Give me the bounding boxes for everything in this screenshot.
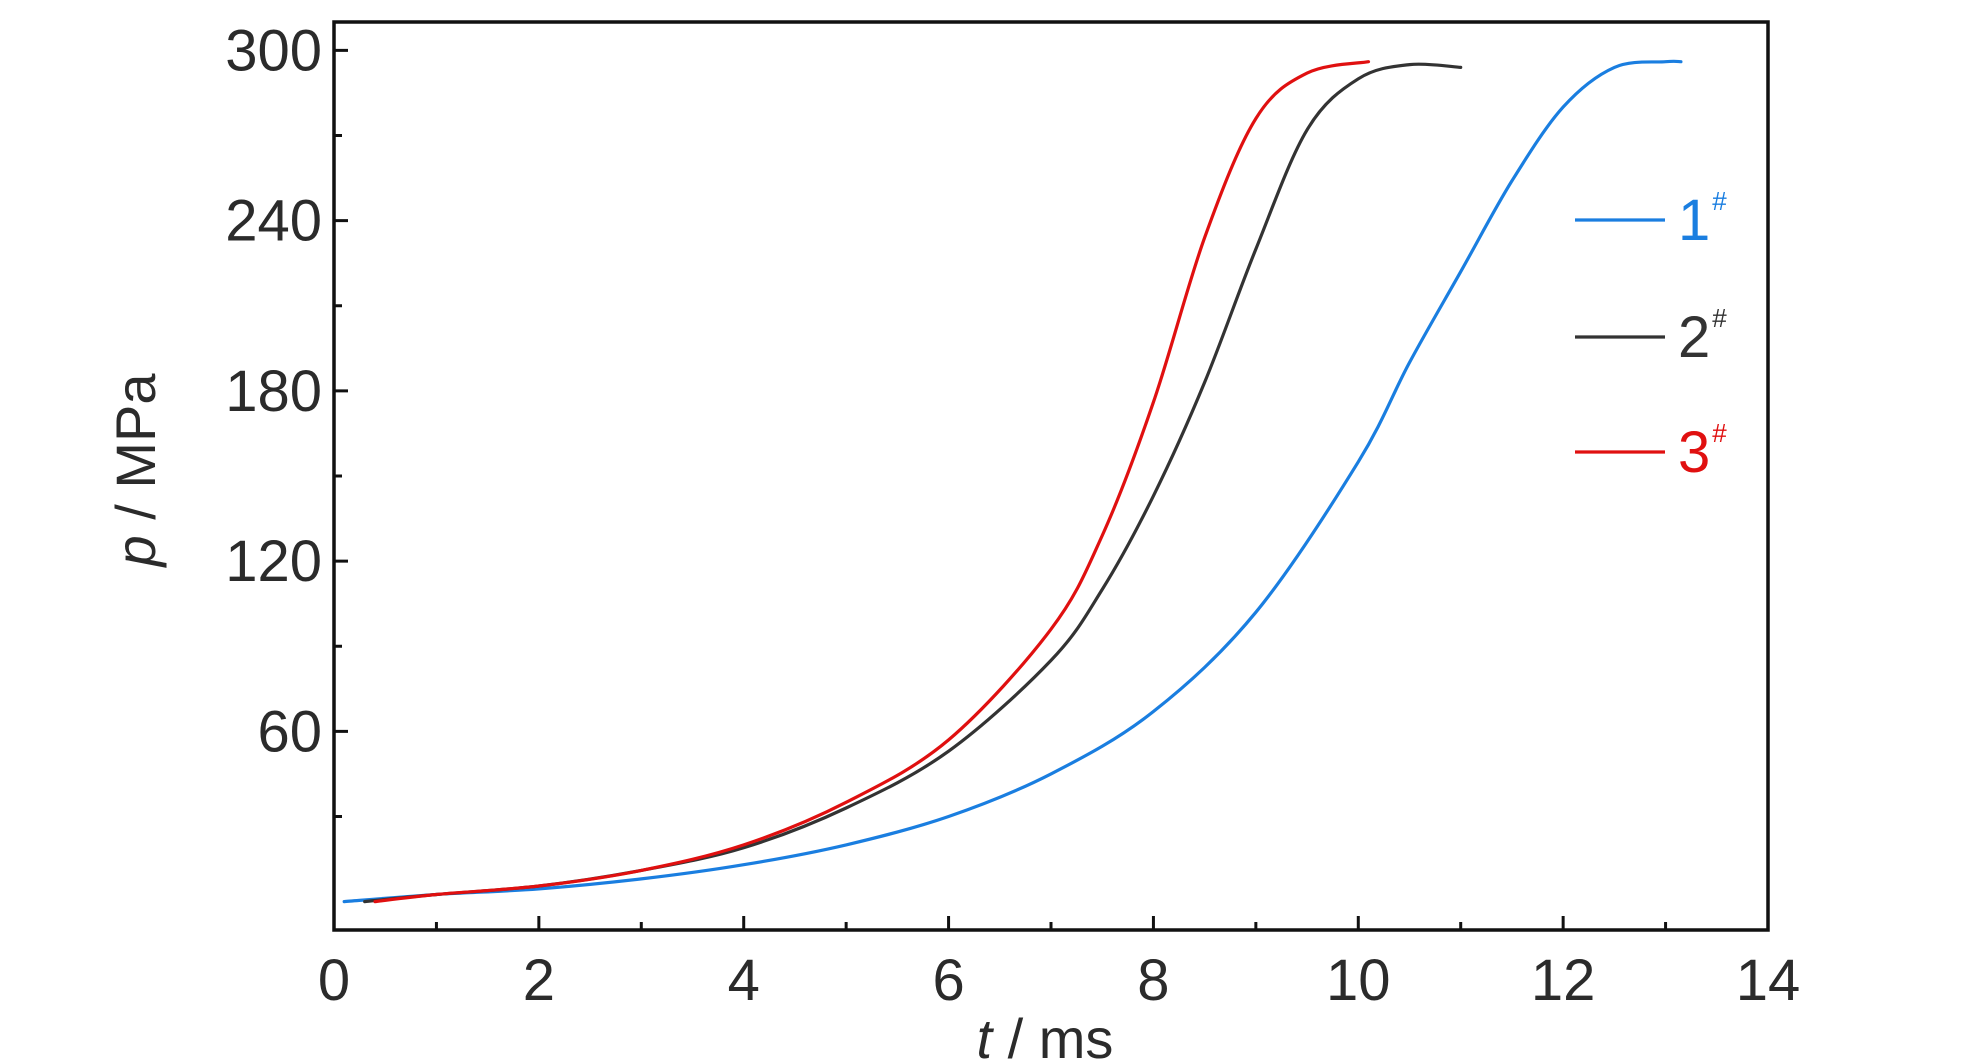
y-axis-title: p / MPa: [104, 373, 167, 569]
x-tick-label: 2: [523, 948, 555, 1013]
legend-label-2: 2#: [1678, 303, 1727, 370]
series-line-1: [342, 59, 1683, 904]
x-axis-title: t / ms: [977, 1007, 1114, 1063]
plot-frame: [332, 20, 1770, 932]
y-axis-unit: / MPa: [104, 373, 167, 536]
x-tick-label: 0: [318, 948, 350, 1013]
x-tick-label: 8: [1137, 948, 1169, 1013]
x-axis-variable: t: [977, 1007, 995, 1063]
series-line-3: [373, 60, 1371, 904]
legend-label-3: 3#: [1678, 418, 1727, 485]
y-tick-label: 240: [225, 189, 322, 254]
x-tick-label: 12: [1531, 948, 1596, 1013]
x-tick-label: 6: [932, 948, 964, 1013]
y-tick-label: 60: [257, 699, 322, 764]
x-tick-label: 4: [728, 948, 760, 1013]
x-tick-label: 14: [1736, 948, 1801, 1013]
y-tick-label: 120: [225, 529, 322, 594]
y-axis-variable: p: [104, 535, 167, 568]
x-axis-unit: / ms: [992, 1007, 1113, 1063]
legend-label-1: 1#: [1678, 186, 1727, 253]
y-tick-label: 180: [225, 359, 322, 424]
x-tick-label: 10: [1326, 948, 1391, 1013]
series-line-2: [363, 62, 1463, 904]
y-tick-label: 300: [225, 18, 322, 83]
